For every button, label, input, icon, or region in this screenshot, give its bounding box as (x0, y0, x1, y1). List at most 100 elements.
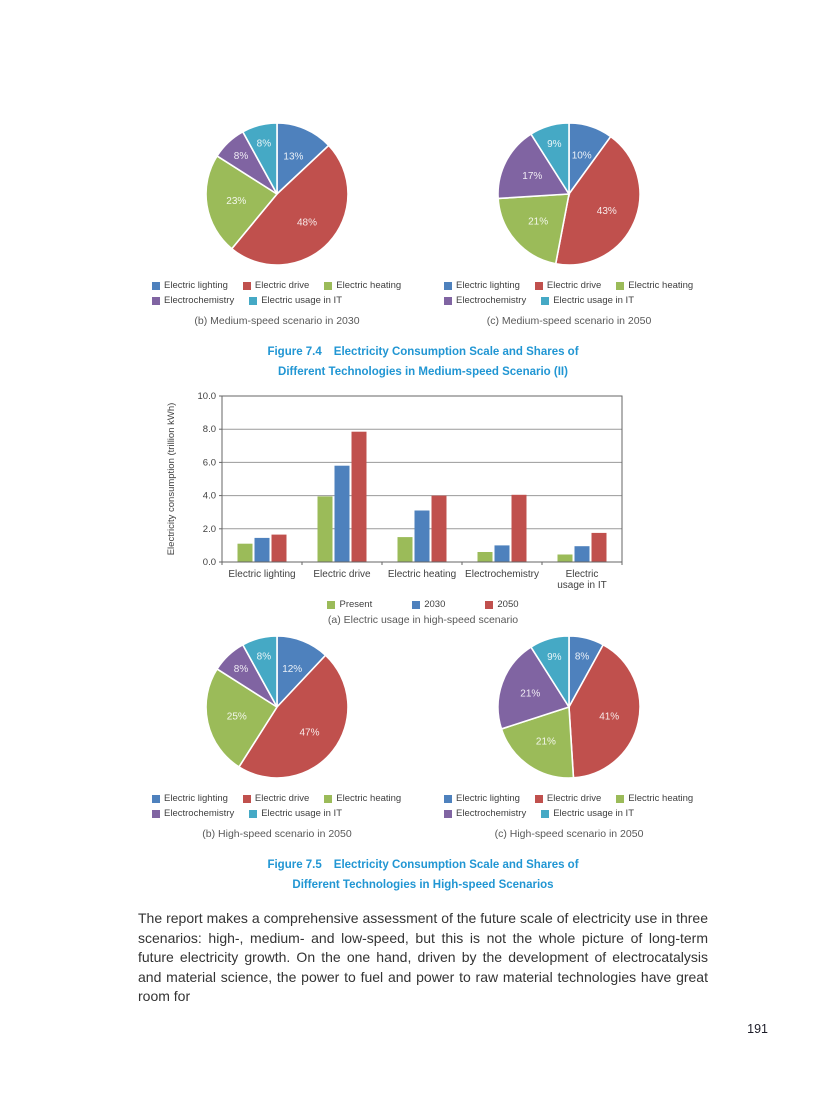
legend-swatch-icon (249, 296, 258, 305)
pie-percentage-label: 8% (257, 652, 272, 663)
bar-chart-high-speed: 0.0 2.0 4.0 6.0 8.0 10.0 Electric lighting Elec… (158, 390, 708, 599)
legend-item: Electrochemistry (444, 295, 526, 306)
legend-label: Electric drive (546, 280, 602, 291)
pie-slice (497, 132, 571, 200)
legend-label: Present (339, 599, 373, 610)
legend-row: Electric lighting Electric drive Electric … (444, 280, 708, 291)
figure-7-4-pie-row: 13% 48% 23% 8% 8% Electric lighting Electric … (138, 0, 708, 327)
legend-item: Electric heating (616, 793, 693, 804)
pie-percentage-label: 8% (234, 151, 249, 162)
category-label: Electric drive (313, 569, 371, 580)
bar (494, 545, 510, 562)
bar (271, 534, 287, 562)
body-paragraph: The report makes a comprehensive assessm… (138, 910, 708, 1004)
pie-panel-high-b-2050: 12% 47% 25% 8% 8% Electric lighting Electric … (138, 635, 416, 840)
bar (557, 554, 573, 562)
legend-item: Electric usage in IT (249, 808, 342, 819)
y-tick-label: 10.0 (198, 391, 217, 402)
category-label: Electric heating (388, 569, 456, 580)
figure-caption-line1: Figure 7.4 Electricity Consumption Scale … (138, 342, 708, 362)
legend-label: Electrochemistry (456, 295, 527, 306)
legend-swatch-icon (541, 296, 550, 305)
legend-row: Electrochemistry Electric usage in IT (444, 808, 708, 819)
legend-label: Electric lighting (456, 793, 520, 804)
pie-legend: Electric lighting Electric drive Electric … (430, 280, 708, 310)
pie-percentage-label: 47% (299, 728, 319, 739)
pie-slice (205, 154, 279, 250)
legend-swatch-icon (444, 281, 452, 290)
legend-item: Electric drive (242, 280, 309, 291)
legend-row: Electric lighting Electric drive Electric … (152, 280, 416, 291)
legend-swatch-icon (444, 794, 452, 803)
pie-percentage-label: 9% (547, 139, 562, 150)
bar (397, 537, 413, 562)
legend-swatch-icon (242, 794, 251, 803)
legend-item: Electric lighting (444, 280, 520, 291)
pie-caption: (c) High-speed scenario in 2050 (494, 828, 644, 840)
pie-slice (529, 122, 570, 197)
legend-swatch-icon (327, 600, 336, 609)
pie-slice (554, 135, 641, 266)
legend-item: Electrochemistry (152, 808, 234, 819)
legend-item: Electric usage in IT (541, 295, 634, 306)
pie-percentage-label: 13% (283, 152, 303, 163)
legend-item: Electric lighting (152, 280, 228, 291)
legend-swatch-icon (152, 281, 160, 290)
legend-label: Electrochemistry (164, 295, 235, 306)
figure-caption-line2: Different Technologies in High-speed Sce… (292, 879, 554, 891)
legend-swatch-icon (152, 809, 160, 818)
legend-label: Electrochemistry (164, 808, 235, 819)
legend-label: Electric usage in IT (553, 295, 635, 306)
pie-percentage-label: 8% (575, 652, 590, 663)
pie-percentage-label: 23% (226, 196, 246, 207)
pie-chart-medium-2030: 13% 48% 23% 8% 8% (205, 122, 349, 267)
legend-swatch-icon (249, 809, 258, 818)
legend-swatch-icon (152, 296, 160, 305)
pie-percentage-label: 21% (520, 689, 540, 700)
legend-swatch-icon (616, 281, 625, 290)
legend-swatch-icon (534, 794, 543, 803)
legend-label: Electric usage in IT (553, 808, 635, 819)
y-tick-label: 2.0 (203, 524, 216, 535)
bar (237, 543, 253, 562)
pie-percentage-label: 17% (522, 171, 542, 182)
figure-label: Figure 7.5 (267, 859, 322, 871)
figure-label: Figure 7.4 (267, 346, 322, 358)
figure-title: Electricity Consumption Scale and Shares… (333, 859, 579, 871)
pie-slice (500, 705, 575, 779)
pie-legend: Electric lighting Electric drive Electric … (430, 793, 708, 823)
bar (431, 495, 447, 562)
pie-slice (497, 193, 570, 265)
legend-label: Electric heating (336, 280, 402, 291)
legend-label: Electric drive (254, 793, 310, 804)
legend-label: Electric heating (336, 793, 402, 804)
y-tick-label: 4.0 (203, 491, 216, 502)
bar (351, 431, 367, 562)
legend-item: Electric usage in IT (249, 295, 342, 306)
legend-swatch-icon (444, 296, 452, 305)
pie-percentage-label: 43% (597, 206, 617, 217)
pie-slice (241, 635, 278, 708)
pie-chart-high-b-2050: 12% 47% 25% 8% 8% (205, 635, 349, 780)
legend-row: Present 2030 2050 (138, 599, 708, 610)
bar-chart-block: 0.0 2.0 4.0 6.0 8.0 10.0 Electric lighting Elec… (138, 390, 708, 626)
pie-caption: (b) High-speed scenario in 2050 (202, 828, 352, 840)
pie-slice (276, 122, 330, 196)
legend-swatch-icon (324, 281, 333, 290)
pie-chart-medium-2050: 10% 43% 21% 17% 9% (497, 122, 641, 267)
pie-caption: (b) Medium-speed scenario in 2030 (194, 315, 360, 327)
pie-slice (237, 654, 349, 779)
legend-row: Electric lighting Electric drive Electric … (444, 793, 708, 804)
bar (317, 496, 333, 562)
pie-panel-medium-2030: 13% 48% 23% 8% 8% Electric lighting Electric … (138, 122, 416, 327)
bar-chart-legend: Present 2030 2050 (138, 599, 708, 610)
pie-slice (529, 635, 570, 710)
legend-label: Electrochemistry (456, 808, 527, 819)
y-axis-label: Electricity consumption (trillion kWh) (166, 403, 177, 556)
legend-item: Electric heating (616, 280, 693, 291)
figure-7-5-pie-row: 12% 47% 25% 8% 8% Electric lighting Electric … (138, 635, 708, 840)
figure-caption-line1: Figure 7.5 Electricity Consumption Scale … (138, 855, 708, 875)
legend-item: Electrochemistry (444, 808, 526, 819)
legend-swatch-icon (534, 281, 543, 290)
pie-chart-high-c-2050: 8% 41% 21% 21% 9% (497, 635, 641, 780)
